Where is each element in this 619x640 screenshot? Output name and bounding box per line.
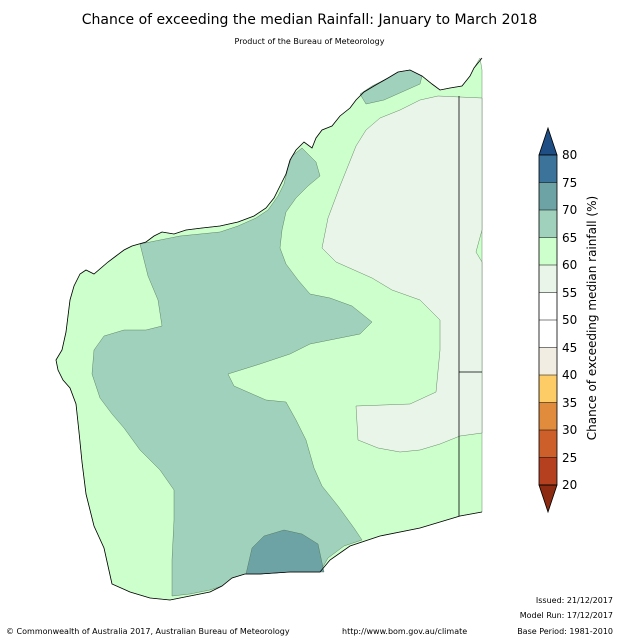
colorbar-30-35: [539, 402, 557, 430]
colorbar-tick-55: 55: [562, 285, 578, 300]
zone-65-70-main: [91, 147, 373, 597]
map-title: Chance of exceeding the median Rainfall:…: [81, 12, 538, 28]
copyright-notice: © Commonwealth of Australia 2017, Austra…: [6, 627, 290, 636]
colorbar-bottom-arrow: [538, 484, 558, 514]
colorbar-tick-80: 80: [562, 148, 578, 162]
colorbar-55-60: [539, 265, 557, 293]
colorbar-25-30: [539, 430, 557, 458]
colorbar-top-arrow: [538, 126, 558, 156]
colorbar-tick-50: 50: [562, 313, 578, 327]
colorbar-45-50: [539, 320, 557, 348]
colorbar-tick-25: 25: [562, 450, 578, 465]
colorbar-35-40: [539, 375, 557, 403]
issued-date: Issued: 21/12/2017: [535, 596, 613, 605]
colorbar-60-65: [539, 237, 557, 265]
colorbar-tick-30: 30: [562, 423, 578, 437]
model-run-date: Model Run: 17/12/2017: [519, 611, 613, 620]
colorbar-tick-40: 40: [562, 368, 578, 382]
colorbar-tick-75: 75: [562, 175, 578, 190]
colorbar-dividers: [539, 182, 557, 458]
colorbar-tick-70: 70: [562, 203, 578, 217]
wa-region-map: [55, 57, 483, 601]
colorbar-tick-45: 45: [562, 340, 578, 355]
colorbar-20-25: [539, 457, 557, 485]
zone-55-60-north: [321, 95, 483, 453]
coastline: [55, 57, 483, 601]
colorbar-40-45: [539, 347, 557, 375]
colorbar-tick-65: 65: [562, 230, 578, 245]
colorbar-65-70: [539, 210, 557, 238]
colorbar-label: Chance of exceeding median rainfall (%): [585, 195, 599, 441]
base-period: Base Period: 1981-2010: [517, 627, 613, 636]
colorbar: [538, 126, 558, 514]
colorbar-tick-35: 35: [562, 395, 578, 410]
bom-url-link[interactable]: http://www.bom.gov.au/climate: [342, 627, 468, 636]
colorbar-50-55: [539, 292, 557, 320]
colorbar-tick-60: 60: [562, 258, 578, 272]
map-subtitle: Product of the Bureau of Meteorology: [234, 37, 385, 46]
colorbar-tick-20: 20: [562, 478, 578, 492]
colorbar-75-80: [539, 155, 557, 183]
colorbar-70-75: [539, 182, 557, 210]
